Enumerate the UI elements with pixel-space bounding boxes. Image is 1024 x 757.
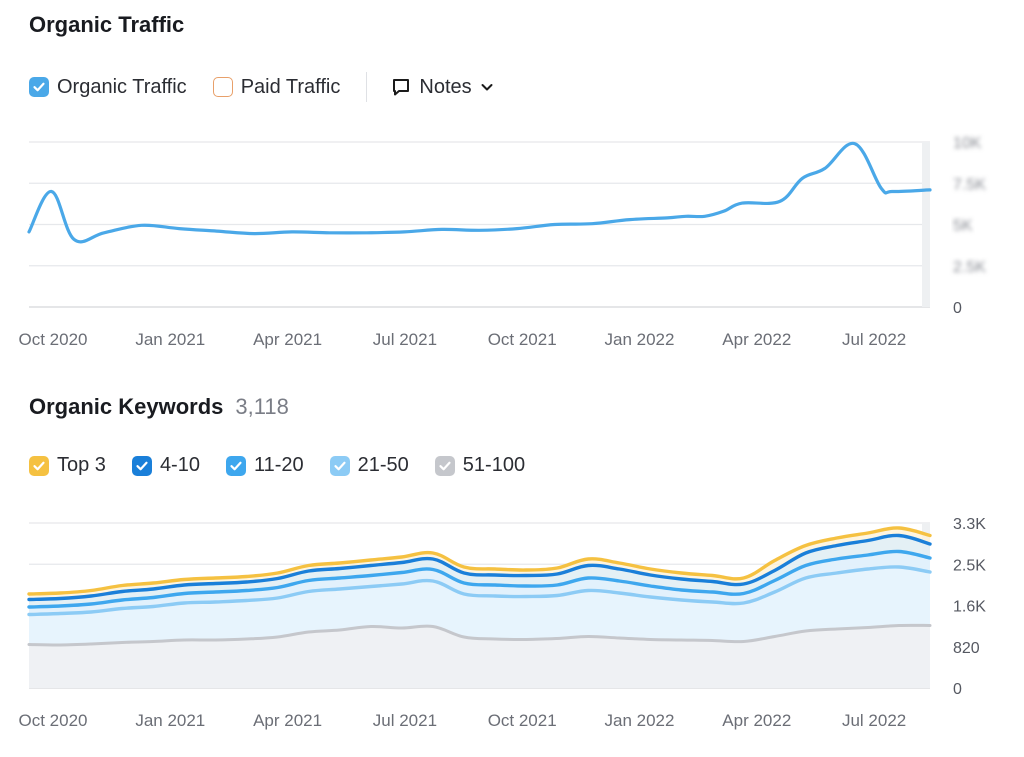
- legend-11-20-label: 11-20: [253, 454, 304, 476]
- checkbox-checked-icon[interactable]: [329, 455, 350, 476]
- notes-label: Notes: [419, 75, 472, 98]
- y-tick-label: 820: [953, 640, 980, 657]
- checkbox-checked-icon[interactable]: [29, 77, 49, 97]
- legend-51-100[interactable]: 51-100: [434, 454, 526, 477]
- checkbox-checked-icon[interactable]: [131, 455, 152, 476]
- organic-traffic-title: Organic Traffic: [29, 12, 185, 37]
- y-tick-label: 0: [953, 681, 962, 698]
- line-21-50[interactable]: [27, 565, 932, 617]
- legend-organic-traffic[interactable]: Organic Traffic: [29, 76, 187, 99]
- x-tick-label: Jan 2021: [135, 711, 205, 730]
- x-tick-label: Apr 2021: [253, 330, 322, 349]
- y-tick-label: 10K: [953, 135, 982, 152]
- legend-4-10[interactable]: 4-10: [131, 454, 200, 477]
- y-tick-label: 5K: [953, 218, 973, 235]
- keywords-legend: Top 3 4-10 11-20 21-50 51-100: [29, 454, 551, 477]
- x-tick-label: Apr 2022: [722, 711, 791, 730]
- organic-keywords-title: Organic Keywords: [29, 394, 224, 419]
- x-tick-label: Jul 2021: [373, 330, 437, 349]
- checkbox-checked-icon[interactable]: [434, 455, 455, 476]
- legend-divider: [366, 72, 368, 102]
- legend-paid-traffic[interactable]: Paid Traffic: [212, 75, 341, 99]
- y-tick-label: 0: [953, 300, 962, 317]
- x-tick-label: Jan 2022: [605, 711, 675, 730]
- legend-51-100-label: 51-100: [462, 454, 526, 476]
- x-tick-label: Oct 2021: [488, 711, 557, 730]
- x-tick-label: Oct 2020: [19, 330, 88, 349]
- chevron-down-icon: [481, 84, 493, 91]
- x-tick-label: Oct 2021: [488, 330, 557, 349]
- traffic-legend: Organic Traffic Paid Traffic Notes: [29, 72, 502, 102]
- keywords-count: 3,118: [235, 394, 289, 419]
- organic-traffic-chart: 10K 7.5K 5K 2.5K 0 Oct 2020 Jan 2021 Apr 2021 J…: [19, 135, 987, 349]
- legend-paid-traffic-label: Paid Traffic: [240, 75, 341, 98]
- x-tick-label: Apr 2021: [253, 711, 322, 730]
- organic-traffic-line[interactable]: [27, 141, 932, 244]
- x-tick-label: Apr 2022: [722, 330, 791, 349]
- legend-21-50[interactable]: 21-50: [329, 454, 409, 477]
- line-top-3[interactable]: [27, 526, 932, 596]
- y-tick-label: 2.5K: [953, 259, 986, 276]
- legend-21-50-label: 21-50: [357, 454, 409, 476]
- legend-top-3-label: Top 3: [57, 454, 106, 476]
- x-tick-label: Jul 2022: [842, 711, 906, 730]
- notes-dropdown[interactable]: Notes: [391, 76, 501, 99]
- line-51-100[interactable]: [27, 623, 932, 647]
- legend-organic-traffic-label: Organic Traffic: [57, 75, 187, 98]
- legend-11-20[interactable]: 11-20: [225, 454, 304, 477]
- y-tick-label: 3.3K: [953, 516, 986, 533]
- y-tick-label: 1.6K: [953, 599, 986, 616]
- organic-keywords-title-row: Organic Keywords 3,118: [29, 394, 289, 420]
- legend-top-3[interactable]: Top 3: [29, 454, 106, 477]
- x-tick-label: Oct 2020: [19, 711, 88, 730]
- comment-icon: [393, 79, 410, 96]
- checkbox-checked-icon[interactable]: [29, 455, 49, 476]
- checkbox-unchecked-icon[interactable]: [212, 77, 233, 97]
- y-tick-label: 2.5K: [953, 557, 986, 574]
- x-tick-label: Jul 2022: [842, 330, 906, 349]
- line-4-10[interactable]: [27, 533, 932, 602]
- legend-4-10-label: 4-10: [159, 454, 200, 476]
- x-tick-label: Jul 2021: [373, 711, 437, 730]
- x-tick-label: Jan 2022: [605, 330, 675, 349]
- x-tick-label: Jan 2021: [135, 330, 205, 349]
- range-handle[interactable]: [922, 142, 930, 307]
- y-tick-label: 7.5K: [953, 176, 986, 193]
- line-11-20[interactable]: [27, 549, 932, 609]
- checkbox-checked-icon[interactable]: [225, 455, 246, 476]
